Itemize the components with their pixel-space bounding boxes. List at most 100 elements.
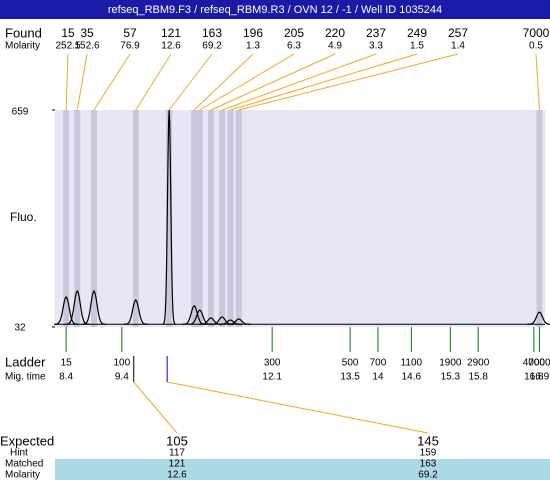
ladder-size: 2900: [467, 358, 490, 369]
ladder-time: 14: [372, 372, 384, 383]
expected-connector: [133, 381, 178, 434]
ladder-time: 14.6: [402, 372, 422, 383]
found-size: 163: [202, 26, 222, 40]
peak-connector: [93, 53, 131, 111]
ladder-size: 4000: [523, 358, 546, 369]
found-molarity: 0.5: [529, 41, 543, 52]
peak-connector: [535, 53, 540, 111]
found-molarity: 3.3: [369, 41, 383, 52]
ladder-time: 15.3: [441, 372, 461, 383]
ladder-size: 700: [370, 358, 387, 369]
found-molarity: 6.3: [287, 41, 301, 52]
peak-trace: [218, 319, 243, 325]
found-molarity: 1.4: [451, 41, 465, 52]
expected-cell: 12.6: [167, 470, 187, 480]
peak-band: [235, 110, 242, 327]
ladder-time: 12.1: [262, 372, 282, 383]
peak-connector: [65, 53, 69, 111]
found-size: 249: [407, 26, 427, 40]
peak-connector: [193, 53, 254, 111]
found-size: 257: [448, 26, 468, 40]
row-label: Expected: [0, 433, 54, 448]
ladder-time: 9.4: [115, 372, 129, 383]
found-molarity: 1.3: [246, 41, 260, 52]
molarity-label: Molarity: [5, 41, 40, 52]
peak-band: [132, 110, 139, 327]
row-label: Hint: [10, 448, 28, 459]
row-label: Molarity: [5, 470, 40, 480]
ladder-time: 15.8: [468, 372, 488, 383]
ladder-size: 1100: [401, 358, 423, 369]
ladder-time: 13.5: [340, 372, 360, 383]
peak-connector: [230, 53, 418, 111]
expected-cell: 121: [169, 459, 186, 470]
found-molarity: 69.2: [202, 41, 222, 52]
row-label: Matched: [5, 459, 43, 470]
expected-cell: 159: [420, 448, 437, 459]
peak-connector: [135, 53, 172, 111]
ladder-size: 100: [113, 358, 130, 369]
title: refseq_RBM9.F3 / refseq_RBM9.R3 / OVN 12…: [108, 4, 442, 16]
ladder-size: 300: [264, 358, 281, 369]
peak-band: [536, 110, 543, 327]
expected-cell: 145: [417, 433, 439, 448]
ladder-label: Ladder: [5, 354, 46, 369]
peak-trace: [162, 109, 176, 325]
found-size: 205: [284, 26, 304, 40]
ladder-time: 16.8: [524, 372, 544, 383]
peak-connector: [221, 53, 377, 111]
peak-connector: [199, 53, 295, 111]
y-tick-label: 32: [14, 323, 26, 334]
expected-cell: 69.2: [418, 470, 438, 480]
peak-connector: [168, 53, 213, 111]
peak-band: [166, 110, 173, 327]
peak-band: [227, 110, 234, 327]
peak-band: [191, 110, 198, 327]
y-label: Fluo.: [10, 210, 37, 224]
peak-band: [74, 110, 81, 327]
found-size: 35: [80, 26, 94, 40]
peak-connector: [238, 53, 459, 111]
ladder-time: 8.4: [59, 372, 73, 383]
found-label: Found: [5, 25, 42, 40]
peak-trace: [226, 318, 251, 325]
peak-trace: [187, 309, 212, 325]
peak-trace: [123, 299, 148, 325]
found-size: 237: [366, 26, 386, 40]
found-molarity: 4.9: [328, 41, 342, 52]
peak-connector: [76, 53, 88, 111]
found-molarity: 152.6: [74, 41, 99, 52]
expected-cell: 105: [166, 433, 188, 448]
found-size: 121: [161, 26, 181, 40]
ladder-time: 16.9: [530, 372, 550, 383]
peak-band: [196, 110, 203, 327]
expected-connector: [167, 381, 429, 434]
ladder-size: 1900: [439, 358, 462, 369]
found-molarity: 12.6: [161, 41, 181, 52]
peak-trace: [54, 295, 79, 325]
peak-band: [219, 110, 226, 327]
expected-cell: 117: [169, 448, 185, 459]
peak-connector: [210, 53, 336, 111]
found-size: 7000: [523, 26, 550, 40]
plot-area: [55, 110, 545, 327]
peak-trace: [527, 311, 550, 325]
expected-cell: 163: [420, 459, 437, 470]
title-bar: [0, 0, 550, 19]
ladder-size: 15: [61, 358, 73, 369]
found-molarity: 1.5: [410, 41, 424, 52]
found-size: 220: [325, 26, 345, 40]
time-label: Mig. time: [5, 372, 46, 383]
found-molarity: 252.5: [55, 41, 80, 52]
peak-band: [207, 110, 214, 327]
peak-trace: [81, 289, 106, 325]
matched-highlight: [55, 459, 550, 480]
found-size: 196: [243, 26, 263, 40]
y-tick-label: 659: [12, 107, 29, 118]
peak-band: [63, 110, 70, 327]
peak-band: [90, 110, 97, 327]
found-size: 57: [123, 26, 137, 40]
found-molarity: 76.9: [120, 41, 140, 52]
found-size: 15: [61, 26, 75, 40]
